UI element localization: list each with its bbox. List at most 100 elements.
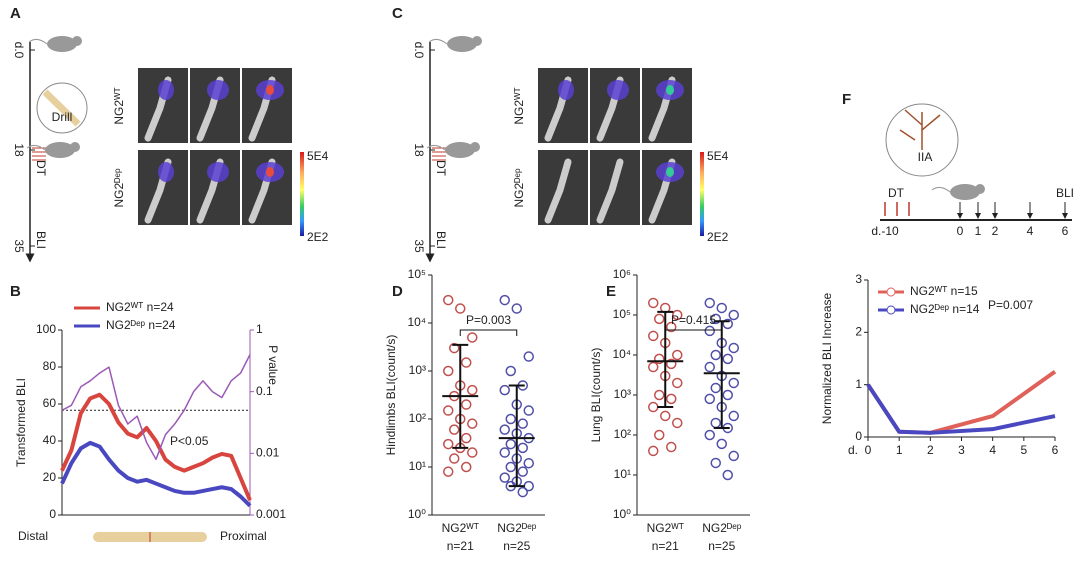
panel-label: B [10, 283, 21, 300]
y-axis-label: Hindlimbs BLI(count/s) [384, 335, 398, 456]
timeline-label: 35 [12, 239, 26, 253]
colorbar-label: 2E2 [707, 230, 729, 244]
data-point [511, 303, 522, 314]
data-point [710, 417, 721, 429]
data-point [648, 445, 659, 457]
x-tick-label: 0 [865, 443, 872, 457]
y2-tick-label: 0.1 [256, 384, 273, 398]
bli-label: BLI [34, 231, 48, 249]
signal [558, 80, 574, 100]
mouse-icon [472, 36, 482, 46]
mouse-icon [70, 142, 80, 152]
y-tick-label: 0 [855, 429, 862, 443]
data-point [654, 353, 665, 365]
panel-label: D [392, 283, 403, 300]
row-label: NG2ᵂᵀ [512, 87, 526, 124]
data-point [443, 405, 454, 416]
data-point [467, 418, 478, 429]
data-point [672, 349, 683, 361]
colorbar [700, 152, 704, 236]
mouse-icon [28, 38, 48, 45]
y-tick-label: 10⁵ [408, 267, 426, 281]
data-point [505, 365, 516, 377]
x-tick-label: n=25 [503, 539, 530, 553]
signal [607, 80, 629, 100]
y-tick-label: 10² [409, 411, 426, 425]
row-label: NG2ᴰᵉᵖ [112, 168, 126, 208]
mouse-icon [26, 144, 46, 151]
data-point [461, 399, 472, 410]
mouse-icon [72, 36, 82, 46]
timeline-label: 4 [1027, 224, 1034, 238]
data-point [467, 447, 478, 458]
legend-label: NG2ᴰᵉᵖ n=24 [106, 318, 176, 332]
x-tick-label: 5 [1020, 443, 1027, 457]
data-point [449, 342, 460, 354]
data-point [461, 357, 472, 368]
y-tick-label: 3 [855, 272, 862, 286]
data-point [704, 393, 715, 405]
y-tick-label: 10⁵ [613, 307, 631, 321]
data-point [648, 361, 659, 373]
timeline-label: d.-10 [871, 224, 899, 238]
data-point [523, 405, 534, 416]
data-point [672, 309, 683, 321]
y-tick-label: 0 [49, 507, 56, 521]
y-tick-label: 1 [855, 377, 862, 391]
data-point [666, 358, 677, 370]
signal [158, 80, 174, 100]
y-tick-label: 10⁰ [613, 507, 631, 521]
colorbar-label: 2E2 [307, 230, 329, 244]
data-point [672, 417, 683, 429]
mouse-icon [975, 184, 985, 194]
y2-tick-label: 1 [256, 322, 263, 336]
data-point [443, 438, 454, 450]
data-point [648, 330, 659, 342]
panel-label: E [606, 283, 616, 300]
mouse-icon [428, 38, 448, 45]
data-point [499, 472, 510, 483]
timeline-label: 0 [957, 224, 964, 238]
timeline-label: 2 [992, 224, 999, 238]
data-point [710, 382, 721, 394]
data-point [654, 429, 665, 441]
row-label: NG2ᴰᵉᵖ [512, 168, 526, 208]
x-tick-label: 1 [896, 443, 903, 457]
dt-label: DT [888, 186, 905, 200]
data-point [499, 294, 510, 306]
data-point [461, 461, 472, 473]
x-axis-label: d. [848, 443, 858, 457]
data-point [654, 389, 665, 401]
data-point [716, 438, 727, 450]
data-point [449, 424, 460, 435]
mouse-icon [445, 142, 475, 158]
x-tick-label: NG2ᵂᵀ [647, 521, 684, 535]
y2-axis-label: P value [266, 345, 280, 385]
row-label: NG2ᵂᵀ [112, 87, 126, 124]
data-point [728, 309, 739, 321]
data-point [449, 453, 460, 464]
data-point [666, 321, 677, 333]
data-point [728, 450, 739, 462]
bracket [459, 329, 518, 336]
y-tick-label: 10⁶ [613, 267, 631, 281]
data-point [467, 384, 478, 396]
data-point [443, 294, 454, 306]
data-point [499, 424, 510, 435]
bli-label: BLI [434, 231, 448, 249]
data-point [704, 297, 715, 309]
series-line [61, 354, 251, 461]
panel-label: A [10, 5, 21, 22]
signal [207, 80, 229, 100]
colorbar [300, 152, 304, 236]
x-end-label: Proximal [220, 529, 267, 543]
legend-label: NG2ᵂᵀ n=15 [910, 284, 978, 298]
x-tick-label: n=21 [652, 539, 679, 553]
timeline-label: 6 [1062, 224, 1069, 238]
mouse-icon [470, 142, 480, 152]
data-point [666, 393, 677, 405]
timeline-label: 1 [975, 224, 982, 238]
data-point [648, 401, 659, 413]
vessels [899, 109, 941, 150]
x-tick-label: NG2ᵂᵀ [442, 521, 479, 535]
